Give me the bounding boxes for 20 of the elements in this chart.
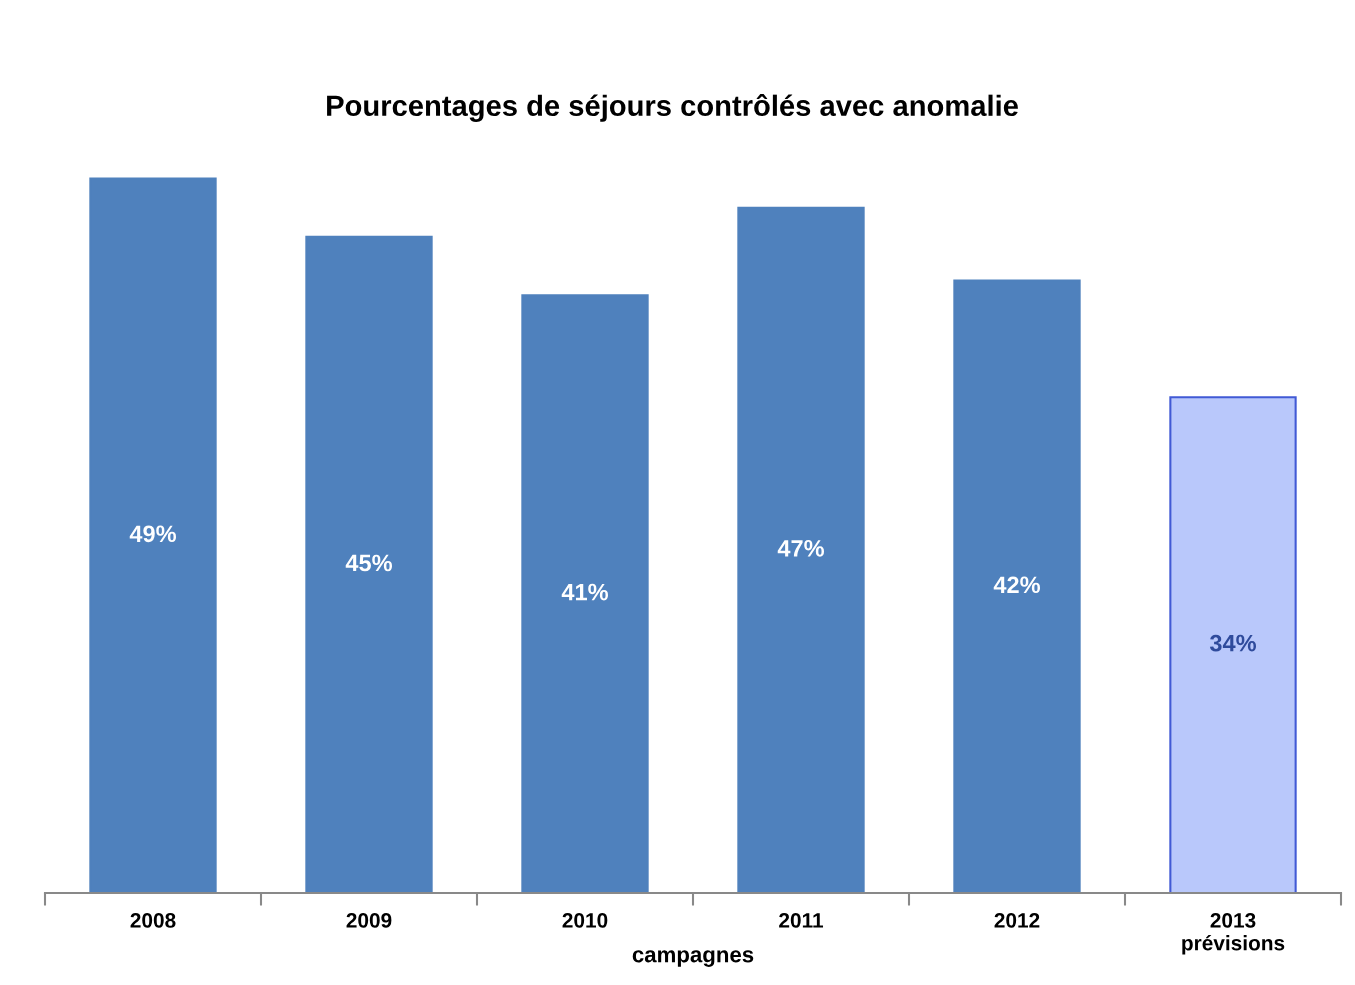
data-label: 49% bbox=[129, 525, 177, 543]
data-label: 34% bbox=[1209, 634, 1257, 652]
data-label: 45% bbox=[345, 554, 393, 572]
data-label: 47% bbox=[777, 540, 825, 557]
data-label: 42% bbox=[993, 576, 1041, 594]
x-tick-label: 2009 bbox=[346, 912, 392, 928]
x-tick-label: 2008 bbox=[130, 912, 176, 928]
bar bbox=[521, 294, 649, 893]
x-tick-label: 2013 prévisions bbox=[1182, 912, 1285, 955]
bar bbox=[1169, 396, 1297, 893]
bar bbox=[89, 177, 217, 893]
x-tick-label: 2011 bbox=[779, 912, 824, 928]
data-label: 41% bbox=[561, 583, 609, 601]
x-axis-title: campagnes bbox=[632, 950, 754, 967]
x-tick-label: 2012 bbox=[994, 912, 1040, 928]
bar bbox=[305, 235, 433, 893]
bar bbox=[953, 279, 1081, 893]
bar bbox=[737, 206, 865, 893]
chart-title: Pourcentages de séjours contrôlés avec anomalie bbox=[327, 94, 1018, 122]
x-tick-label: 2010 bbox=[562, 912, 608, 928]
